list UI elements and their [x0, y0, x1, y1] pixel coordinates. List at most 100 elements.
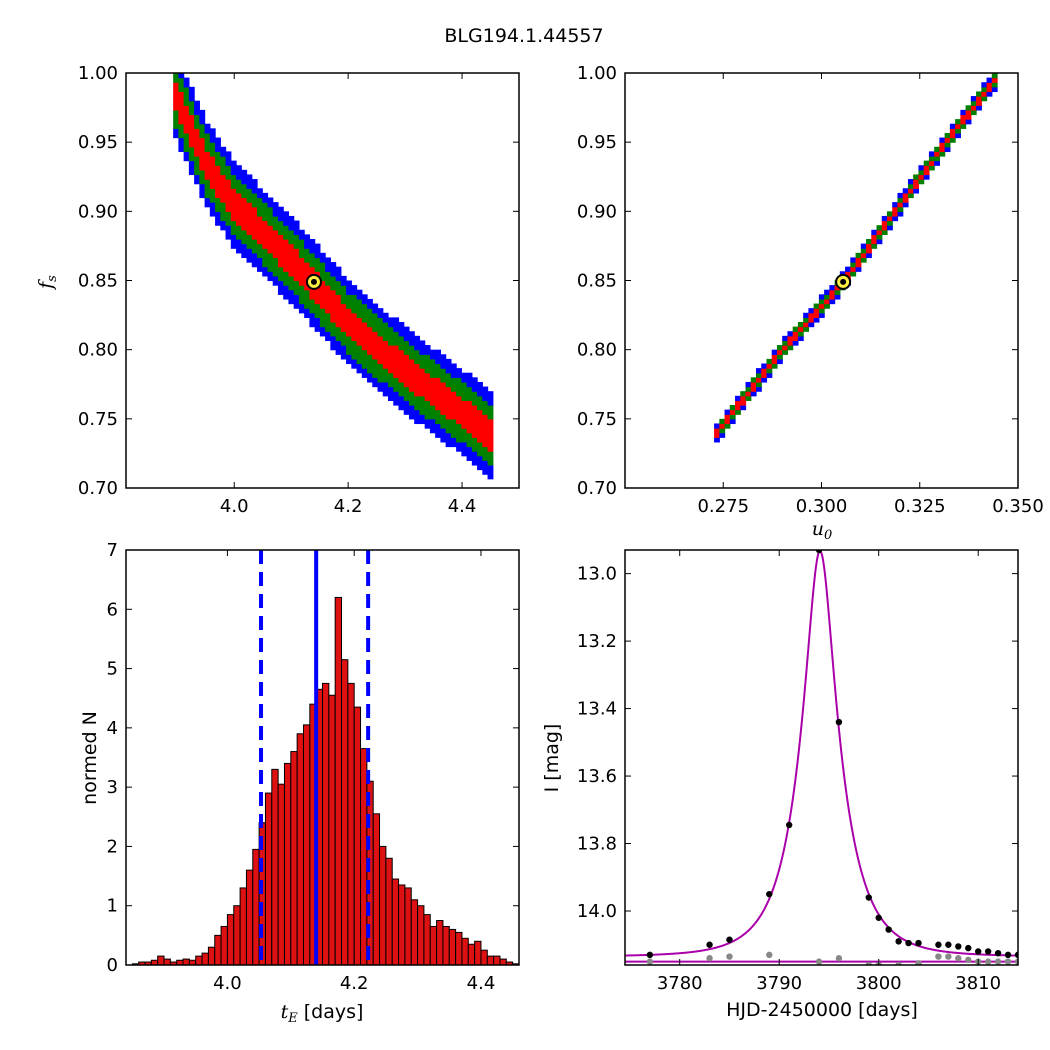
heatmap-cell — [346, 303, 352, 309]
heatmap-cell — [445, 358, 452, 365]
heatmap-cell — [424, 381, 431, 388]
heatmap-cell — [325, 285, 331, 291]
heatmap-cell — [314, 308, 321, 314]
heatmap-cell — [183, 86, 190, 93]
heatmap-cell — [393, 400, 400, 406]
heatmap-cell — [408, 358, 415, 365]
heatmap-cell — [907, 192, 914, 199]
heatmap-cell — [267, 252, 274, 259]
heatmap-cell — [419, 414, 426, 420]
heatmap-cell — [414, 400, 421, 406]
heatmap-cell — [970, 100, 977, 106]
heatmap-cell — [976, 91, 982, 97]
heatmap-cell — [829, 289, 836, 295]
heatmap-cell — [377, 386, 384, 392]
heatmap-cell — [209, 197, 216, 203]
heatmap-cell — [440, 418, 447, 425]
heatmap-cell — [740, 400, 747, 406]
heatmap-cell — [178, 96, 185, 102]
heatmap-cell — [471, 377, 478, 383]
heatmap-cell — [487, 464, 494, 471]
data-point — [706, 941, 713, 948]
heatmap-cell — [230, 215, 237, 222]
heatmap-cell — [194, 123, 200, 129]
y-tick-label: 13.0 — [577, 564, 617, 585]
heatmap-cell — [225, 197, 232, 203]
heatmap-cell — [272, 215, 279, 222]
heatmap-cell — [230, 225, 237, 231]
heatmap-cell — [361, 312, 368, 318]
histogram-bar — [201, 952, 209, 966]
heatmap-cell — [314, 312, 321, 318]
histogram-bar — [341, 659, 349, 966]
residual-point — [865, 961, 872, 965]
heatmap-cell — [204, 188, 211, 194]
heatmap-cell — [356, 326, 363, 332]
x-tick-label: 3790 — [756, 973, 802, 994]
heatmap-cell — [456, 432, 462, 438]
heatmap-cell — [309, 322, 316, 328]
heatmap-cell — [424, 423, 431, 429]
heatmap-cell — [215, 211, 221, 217]
heatmap-cell — [361, 349, 368, 355]
heatmap-cell — [450, 368, 457, 374]
heatmap-cell — [183, 151, 190, 157]
heatmap-cell — [808, 308, 815, 314]
heatmap-cell — [445, 441, 452, 448]
heatmap-cell — [939, 142, 946, 148]
heatmap-cell — [471, 395, 478, 401]
heatmap-cell — [319, 257, 326, 263]
heatmap-cell — [215, 202, 221, 208]
heatmap-cell — [813, 303, 820, 309]
heatmap-cell — [377, 308, 384, 314]
histogram-bar — [442, 925, 450, 966]
heatmap-cell — [776, 358, 783, 365]
heatmap-cell — [776, 354, 783, 360]
heatmap-cell — [408, 395, 415, 401]
heatmap-cell — [267, 197, 274, 203]
tick-marks: 4.0 4.2 4.4 0 1 2 3 4 5 6 7 — [107, 540, 519, 994]
heatmap-cell — [272, 243, 279, 249]
heatmap-cell — [298, 234, 305, 240]
heatmap-cell — [319, 252, 326, 259]
heatmap-cell — [230, 169, 237, 176]
heatmap-cell — [283, 243, 290, 249]
heatmap-cell — [824, 298, 830, 305]
heatmap-cell — [257, 248, 263, 254]
heatmap-cell — [330, 298, 337, 305]
heatmap-cell — [440, 395, 447, 401]
heatmap-cell — [466, 441, 473, 448]
heatmap-cell — [304, 289, 310, 295]
heatmap-cell — [236, 202, 242, 208]
heatmap-cell — [236, 183, 242, 189]
heatmap-cell — [257, 266, 263, 272]
heatmap-cell — [450, 381, 457, 388]
heatmap-cell — [871, 229, 878, 235]
residual-point — [994, 958, 1002, 965]
heatmap-cell — [756, 372, 762, 378]
heatmap-cell — [293, 303, 300, 309]
heatmap-cell — [288, 239, 295, 245]
heatmap-cell — [241, 234, 248, 240]
x-tick-label: 4.2 — [340, 973, 369, 994]
heatmap-cell — [466, 409, 473, 415]
heatmap-cell — [450, 437, 457, 443]
heatmap-cell — [429, 354, 436, 360]
heatmap-cell — [309, 243, 316, 249]
heatmap-cell — [236, 243, 242, 249]
heatmap-cell — [230, 229, 237, 235]
heatmap-cell — [314, 289, 321, 295]
histogram-bar — [226, 914, 235, 966]
y-tick-label: 0.90 — [78, 201, 118, 222]
histogram-bar — [436, 920, 444, 966]
heatmap-cell — [283, 266, 290, 272]
heatmap-cell — [188, 169, 195, 176]
heatmap-cell — [236, 206, 242, 212]
heatmap-cell — [194, 151, 200, 157]
heatmap-cell — [335, 308, 342, 314]
heatmap-cell — [487, 455, 494, 461]
heatmap-cell — [173, 114, 179, 120]
heatmap-cell — [388, 326, 394, 332]
y-axis-label: fs — [35, 275, 60, 291]
